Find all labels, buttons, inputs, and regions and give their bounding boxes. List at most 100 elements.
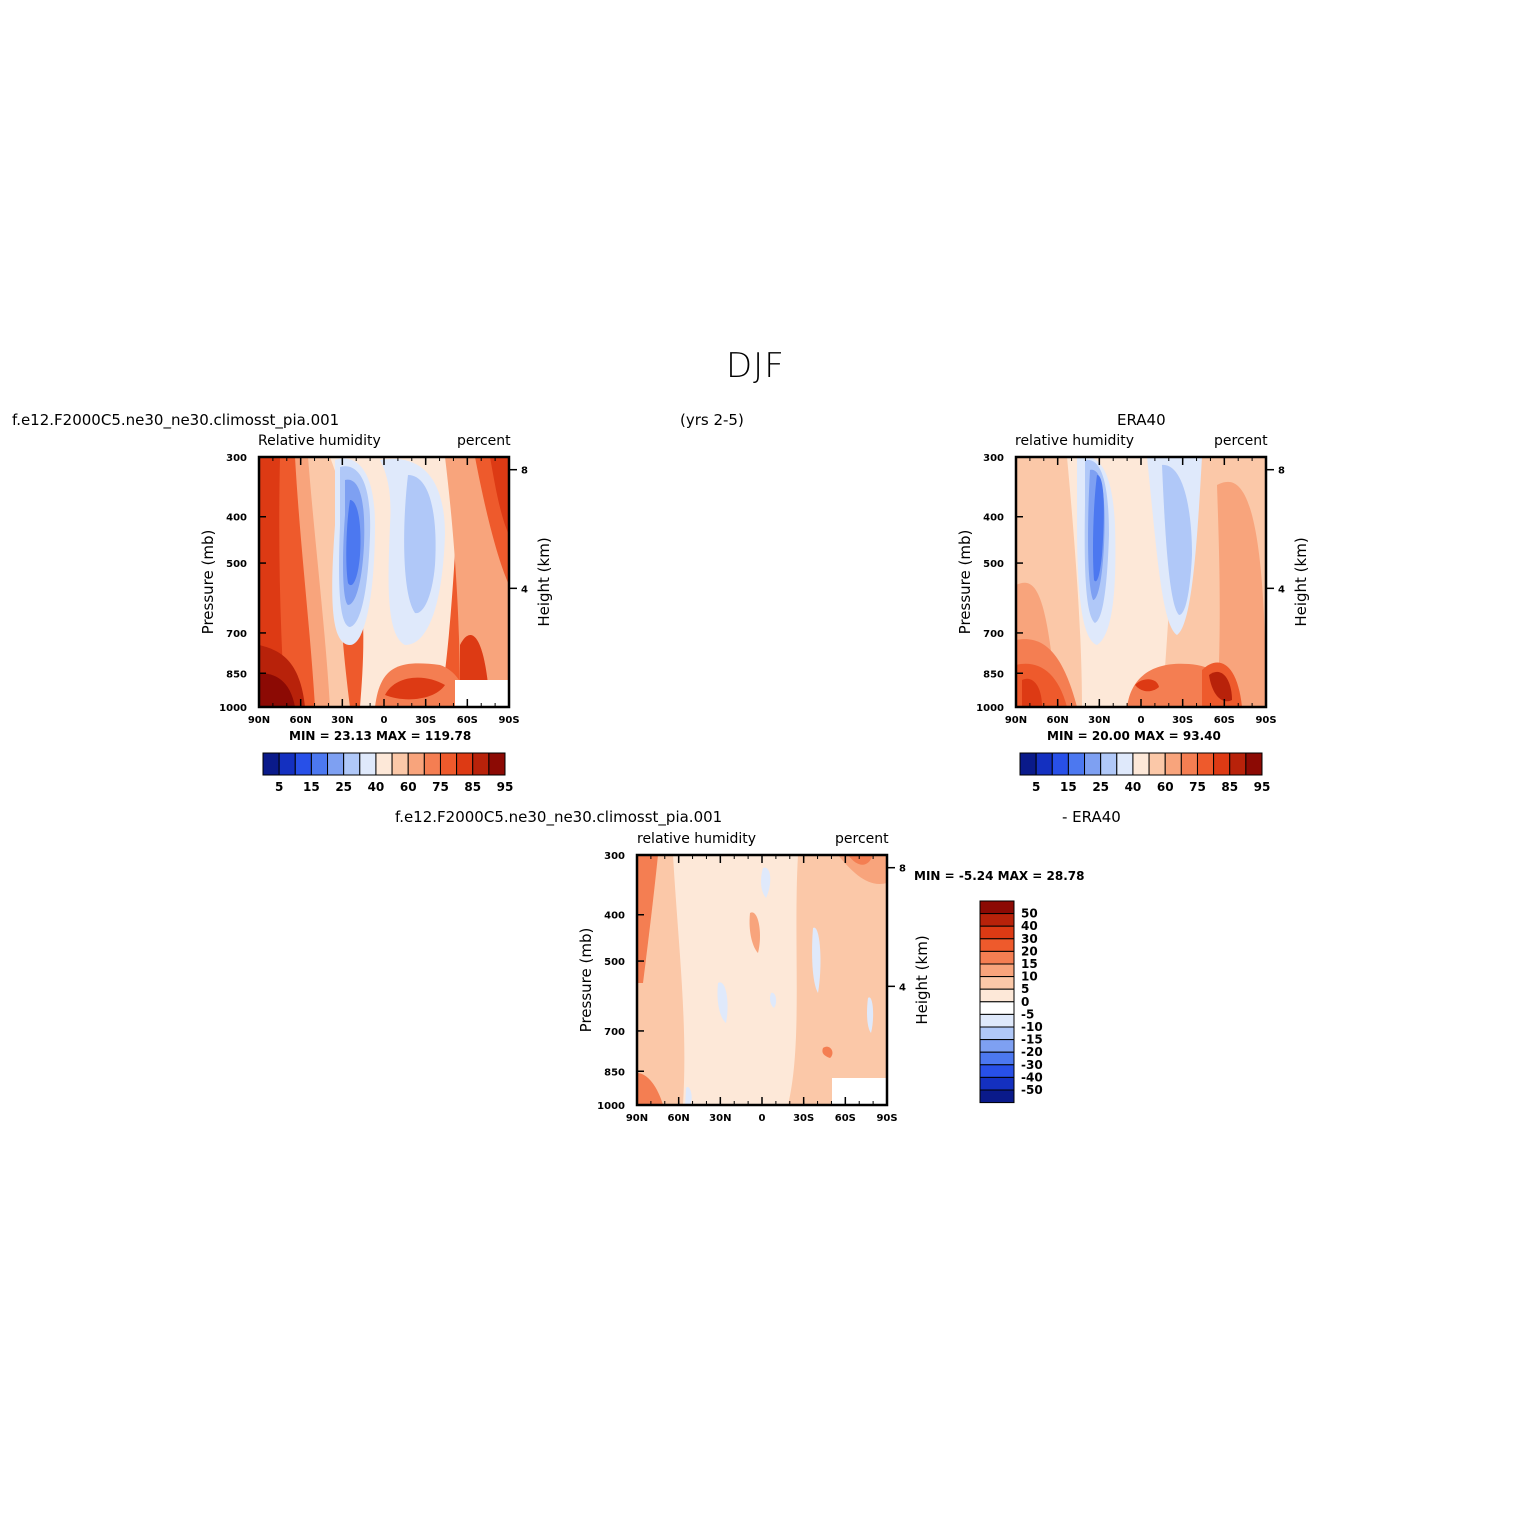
obs-y2tick-label: 4	[1278, 584, 1285, 595]
diff-plot: 90N 60N 30N 0 30S 60S 90S 300 400 500 700 850 1000 4 8…	[577, 851, 931, 1124]
diff-band-spot	[822, 1046, 833, 1058]
model-colorbar-cell	[310, 752, 329, 776]
model-missing	[455, 680, 509, 707]
diff-colorbar-label: 15	[1021, 957, 1038, 971]
model-ytick-label: 850	[226, 669, 247, 680]
obs-colorbar-cell	[1116, 752, 1134, 776]
diff-y2tick-label: 4	[899, 982, 906, 993]
diff-band-eq	[673, 855, 798, 1105]
diff-band-nh-sfc	[637, 1073, 663, 1105]
obs-stats: MIN = 20.00 MAX = 93.40	[1047, 729, 1221, 743]
obs-xtick-label: 90S	[1255, 715, 1276, 726]
model-ylabel-right: Height (km)	[535, 537, 553, 626]
obs-ytick-label: 400	[983, 513, 1004, 524]
diff-ytick-label: 850	[604, 1067, 625, 1078]
model-colorbar-cell	[407, 752, 425, 776]
diff-xtick-label: 0	[759, 1113, 766, 1124]
diff-colorbar-label: -50	[1021, 1083, 1043, 1097]
obs-colorbar-label: 95	[1254, 780, 1271, 794]
model-colorbar-cell	[375, 752, 393, 776]
diff-colorbar-cell	[979, 950, 1015, 965]
diff-xtick-label: 60S	[835, 1113, 856, 1124]
diff-wet-3	[812, 927, 821, 993]
diff-colorbar-cell	[979, 1051, 1015, 1066]
diff-colorbar-cell	[979, 1089, 1015, 1104]
diff-colorbar-label: -20	[1021, 1045, 1043, 1059]
model-ytick-label: 500	[226, 559, 247, 570]
model-colorbar-label: 40	[368, 780, 385, 794]
model-xtick-label: 90N	[248, 715, 270, 726]
model-ytick-label: 300	[226, 453, 247, 464]
obs-colorbar-cell	[1213, 752, 1231, 776]
diff-xtick-label: 60N	[668, 1113, 690, 1124]
obs-colorbar-label: 60	[1157, 780, 1174, 794]
diff-colorbar-label: 5	[1021, 982, 1029, 996]
diff-ytick-label: 500	[604, 957, 625, 968]
diff-colorbar-label: -5	[1021, 1007, 1034, 1021]
diff-wet-1	[761, 867, 771, 898]
model-xtick-label: 30S	[415, 715, 436, 726]
diff-ylabel-left: Pressure (mb)	[577, 928, 595, 1033]
diff-var-label: relative humidity	[637, 831, 757, 847]
model-colorbar-cell	[359, 752, 377, 776]
obs-ytick-label: 300	[983, 453, 1004, 464]
diff-colorbar-cell	[979, 963, 1015, 978]
diff-xtick-label: 90N	[626, 1113, 648, 1124]
diff-band-mid	[749, 912, 761, 953]
diff-colorbar-cell	[979, 1064, 1015, 1078]
model-colorbar-cell	[456, 752, 474, 776]
model-xtick-label: 90S	[498, 715, 519, 726]
obs-ytick-label: 1000	[976, 703, 1004, 714]
obs-colorbar-cell	[1132, 752, 1150, 776]
obs-xtick-label: 60S	[1214, 715, 1235, 726]
model-colorbar-label: 60	[400, 780, 417, 794]
model-ytick-label: 1000	[219, 703, 247, 714]
obs-dry-sh-2	[1162, 464, 1192, 615]
obs-band-sh-e	[1209, 671, 1232, 702]
diff-colorbar-cell	[979, 988, 1015, 1003]
diff-colorbar-label: 0	[1021, 995, 1029, 1009]
model-var-label: Relative humidity	[258, 433, 381, 449]
obs-colorbar-label: 75	[1189, 780, 1206, 794]
obs-units-label: percent	[1214, 433, 1268, 449]
diff-band-sh-top2	[848, 855, 873, 865]
model-colorbar-cell	[278, 752, 296, 776]
diff-ytick-label: 300	[604, 851, 625, 862]
diff-wet-4	[867, 997, 874, 1033]
diff-case-label: f.e12.F2000C5.ne30_ne30.climosst_pia.001	[395, 808, 723, 826]
diff-case2-label: - ERA40	[1062, 808, 1121, 826]
model-colorbar-label: 5	[275, 780, 283, 794]
obs-xtick-label: 0	[1138, 715, 1145, 726]
model-band-30n-b	[308, 457, 350, 707]
diff-colorbar-label: 10	[1021, 970, 1038, 984]
diff-colorbar-cell	[979, 913, 1015, 927]
obs-colorbar: 5 15 25 40 60 75 85 95	[1019, 752, 1271, 794]
diff-xtick-label: 90S	[876, 1113, 897, 1124]
obs-colorbar-cell	[1196, 752, 1215, 776]
diff-colorbar-label: 20	[1021, 944, 1038, 958]
diff-ytick-label: 1000	[597, 1101, 625, 1112]
diff-y2tick-label: 8	[899, 864, 906, 875]
obs-colorbar-cell	[1100, 752, 1118, 776]
model-y2tick-label: 8	[521, 466, 528, 477]
model-band-nh-dark	[259, 457, 285, 707]
model-units-label: percent	[457, 433, 511, 449]
diff-wet-2	[717, 982, 728, 1023]
model-plot: 90N 60N 30N 0 30S 60S 90S 300 400 500 700 850 1000 4 8…	[199, 453, 553, 726]
diff-missing	[832, 1078, 887, 1105]
model-colorbar-cell	[439, 752, 458, 776]
diff-colorbar-label: 30	[1021, 932, 1038, 946]
obs-colorbar-label: 85	[1221, 780, 1238, 794]
diff-ytick-label: 700	[604, 1027, 625, 1038]
obs-colorbar-cell	[1051, 752, 1069, 776]
obs-ytick-label: 700	[983, 629, 1004, 640]
diff-band-sh-top	[838, 855, 887, 884]
diff-colorbar-cell	[979, 900, 1015, 915]
obs-case-label: ERA40	[1117, 411, 1166, 429]
model-colorbar-label: 25	[335, 780, 352, 794]
model-colorbar-cell	[262, 752, 280, 776]
model-band-nh-max	[259, 673, 295, 707]
diff-colorbar-label: 40	[1021, 919, 1038, 933]
model-colorbar-cell	[327, 752, 345, 776]
obs-plot: 90N 60N 30N 0 30S 60S 90S 300 400 500 700 850 1000 4 8…	[956, 453, 1310, 726]
